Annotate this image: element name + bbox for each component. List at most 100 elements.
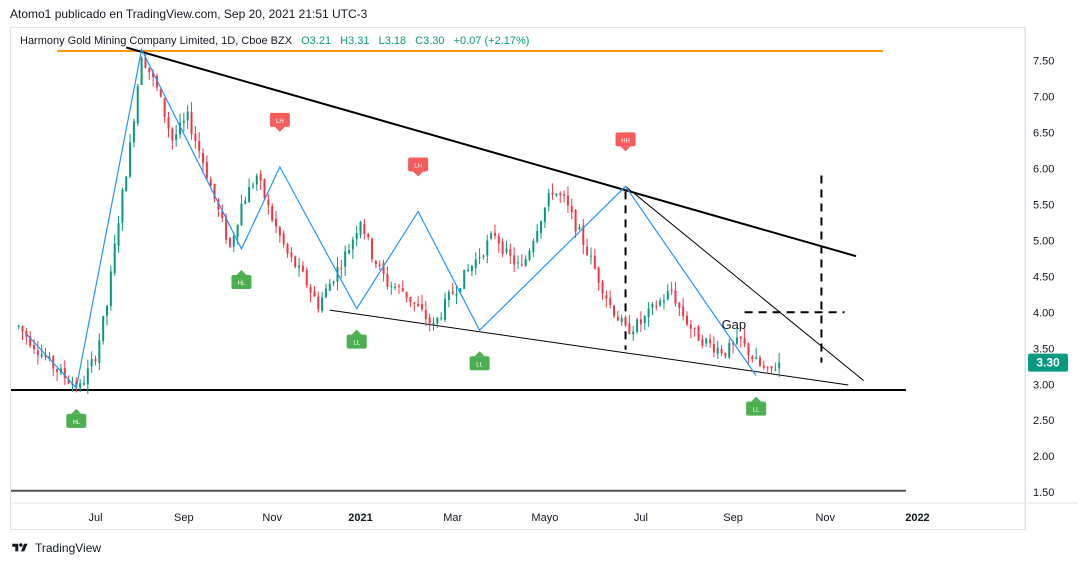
candle-body [613,305,616,317]
y-tick-label: 4.50 [1033,271,1054,283]
candle-body [586,246,589,255]
y-tick-label: 4.00 [1033,307,1054,319]
candle-body [202,153,205,163]
candle-body [332,281,335,284]
pivot-label-pointer [351,329,362,335]
candle-body [317,296,320,310]
candle-body [666,291,669,300]
candle-body [340,268,343,270]
candle-body [232,236,235,247]
candle-body [248,186,251,203]
candle-body [36,350,39,355]
pivot-label-text: HL [238,281,246,287]
pivot-label-text: HL [72,420,80,426]
candle-body [716,347,719,354]
candle-body [636,319,639,332]
candle-body [44,354,47,358]
y-tick-label: 3.50 [1033,343,1054,355]
candle-body [263,179,266,199]
candle-body [40,354,43,357]
candle-body [179,122,181,135]
pivot-label-pointer [236,269,247,275]
candle-body [148,67,151,73]
y-tick-label: 6.00 [1033,163,1054,175]
candle-body [609,298,612,305]
wedge-lower-line [329,309,849,386]
last-price-tag [1028,353,1068,372]
candle-body [678,302,681,309]
candle-body [532,241,535,253]
footer: TradingView [10,541,101,555]
candle-body [240,203,243,226]
candle-body [628,323,631,334]
candle-body [378,264,381,266]
candle-body [735,337,738,344]
candle-body [509,249,512,256]
candle-body [67,379,70,384]
candle-body [371,238,374,260]
candle-body [363,223,366,234]
candle-body [267,199,270,206]
candle-body [766,367,769,369]
candle-body [728,343,731,358]
candle-body [33,344,36,350]
candle-body [94,358,97,362]
candle-body [286,244,289,254]
legend-low: L3.18 [378,35,407,47]
y-tick-label: 7.00 [1033,91,1054,103]
tradingview-logo-icon [12,543,28,552]
candle-body [582,225,585,245]
x-tick-label: Jul [634,512,648,524]
candle-body [198,140,201,152]
chart-legend: Harmony Gold Mining Company Limited, 1D,… [20,35,535,47]
pivot-label-text: LL [476,362,483,368]
candle-body [278,227,281,236]
candle-body [113,243,116,274]
candle-body [563,194,566,196]
candle-body [225,216,228,240]
candle-body [605,295,608,299]
candle-body [401,288,404,292]
pivot-label-pointer [620,146,631,152]
candle-body [140,57,143,85]
candle-body [213,183,216,199]
legend-high: H3.31 [340,35,370,47]
candle-body [467,270,470,272]
candle-body [301,265,304,272]
candle-body [117,223,120,246]
candle-body [182,120,185,123]
candle-body [651,304,654,308]
candle-body [712,344,715,353]
candle-body [163,98,166,117]
y-tick-label: 3.00 [1033,379,1054,391]
candle-body [624,317,627,326]
candle-body [774,369,777,371]
candle-body [305,269,308,286]
candle-body [497,236,500,244]
candle-body [440,317,443,319]
candle-body [221,210,224,219]
candle-body [432,322,435,325]
candle-body [63,368,66,379]
candle-body [559,193,562,196]
candle-body [367,233,370,237]
x-tick-label: Nov [815,512,835,524]
candle-body [175,134,178,140]
pivot-label-box [346,334,367,349]
candle-body [244,200,247,205]
candle-body [209,179,212,186]
candle-body [152,72,155,78]
candle-body [397,285,400,287]
x-tick-label: Sep [723,512,743,524]
candle-body [459,288,462,293]
candle-body [75,381,78,388]
pivot-label-text: LL [753,408,760,414]
candle-body [655,306,658,308]
x-tick-label: 2021 [348,512,372,524]
pivot-label-pointer [751,396,762,402]
candle-body [693,327,696,329]
candle-body [132,121,135,143]
candle-body [298,265,301,268]
candle-body [25,330,28,337]
price-chart[interactable]: 7.50 7.00 6.50 6.00 5.50 5.00 4.50 4.00 3.50 3.00… [0,0,1078,540]
